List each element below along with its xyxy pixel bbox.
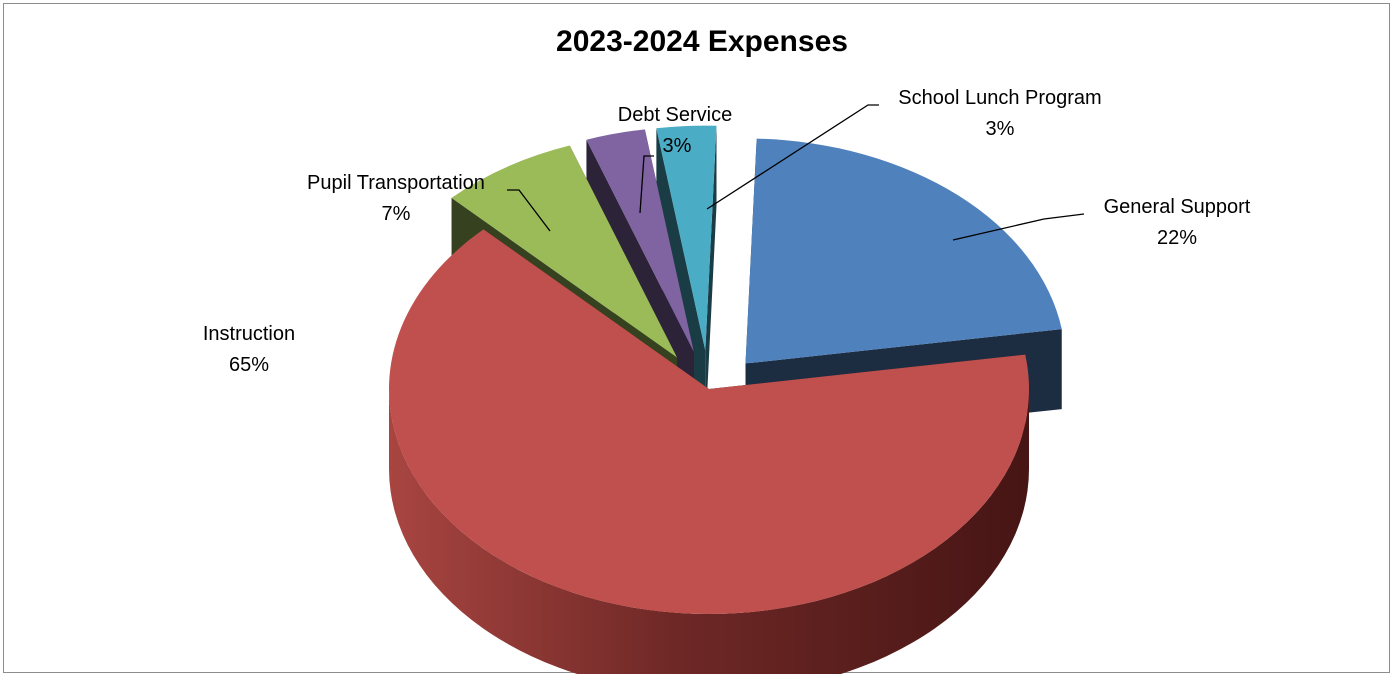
leader-line-debt-service bbox=[639, 155, 654, 214]
slice-value-debt-service: 3% bbox=[663, 135, 692, 157]
leader-line-school-lunch-program bbox=[706, 104, 879, 210]
slice-instruction bbox=[389, 229, 1030, 674]
slice-value-instruction: 65% bbox=[229, 354, 269, 376]
slice-top-school-lunch-program bbox=[656, 125, 717, 351]
chart-frame: 2023-2024 Expenses General Support 22% Ins… bbox=[3, 3, 1390, 674]
chart-title: 2023-2024 Expenses bbox=[556, 25, 848, 58]
slice-value-pupil-transportation: 7% bbox=[382, 203, 411, 225]
pie-chart: 2023-2024 Expenses General Support 22% Ins… bbox=[203, 25, 1251, 674]
slice-label-pupil-transportation: Pupil Transportation bbox=[307, 172, 485, 194]
leader-line-general-support bbox=[952, 213, 1085, 241]
slice-top-general-support bbox=[745, 138, 1062, 364]
slice-wall-school-lunch-program-1 bbox=[705, 125, 717, 431]
slice-top-debt-service bbox=[586, 129, 694, 352]
slice-side-instruction-0 bbox=[389, 389, 1029, 674]
slice-label-school-lunch-program: School Lunch Program bbox=[898, 87, 1101, 109]
slice-label-debt-service: Debt Service bbox=[618, 104, 733, 126]
slice-label-instruction: Instruction bbox=[203, 323, 295, 345]
slice-value-school-lunch-program: 3% bbox=[986, 118, 1015, 140]
slice-top-pupil-transportation bbox=[451, 145, 678, 358]
slice-label-general-support: General Support bbox=[1104, 196, 1251, 218]
leader-line-pupil-transportation bbox=[507, 189, 551, 232]
slice-value-general-support: 22% bbox=[1157, 227, 1197, 249]
slice-top-instruction bbox=[389, 229, 1030, 615]
